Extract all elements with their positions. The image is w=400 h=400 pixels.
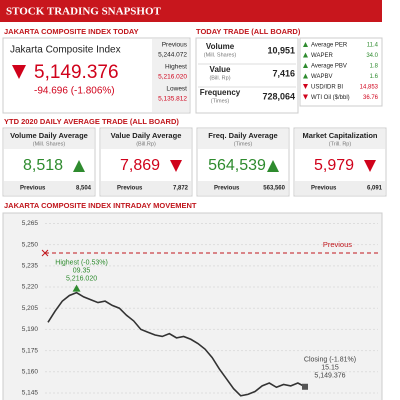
stat-value: 5,216.020: [158, 74, 187, 81]
card-previous: 8,504: [76, 186, 92, 192]
stats-panel: [152, 39, 189, 112]
trade-label: Frequency: [200, 88, 241, 97]
highest-time: 09.35: [73, 267, 91, 274]
card-footer: [198, 181, 288, 195]
card-title: Value Daily Average: [111, 131, 182, 140]
index-name: Jakarta Composite Index: [10, 45, 121, 56]
up-arrow: [303, 63, 308, 68]
card-value: 564,539: [208, 157, 266, 174]
trade-box: [195, 37, 299, 114]
up-arrow: [267, 160, 279, 172]
card-title-bg: [101, 129, 191, 149]
card-previous: 6,091: [367, 186, 383, 192]
trade-unit: (Bill. Rp): [209, 75, 230, 81]
indicator-label: WAPBV: [311, 74, 332, 80]
card-previous: 563,560: [263, 186, 285, 192]
closing-label: Closing (-1.81%): [304, 357, 356, 364]
card-previous-label: Previous: [20, 186, 46, 192]
y-tick-label: 5,160: [22, 368, 39, 375]
down-arrow: [303, 94, 308, 100]
index-line: [47, 291, 306, 397]
highest-value: 5,216.020: [66, 275, 97, 282]
indicator-label: Average PER: [311, 43, 348, 49]
y-tick-label: 5,220: [22, 284, 39, 291]
card-previous-label: Previous: [214, 186, 240, 192]
header-bar: [0, 0, 382, 22]
reference-marker: [41, 249, 49, 257]
card-unit: (Times): [234, 141, 253, 147]
card-unit: (Bill.Rp): [136, 141, 156, 147]
stat-label: Highest: [165, 64, 187, 71]
indicator-label: WTI Oil ($/bbl): [311, 95, 350, 101]
trade-unit: (Mill. Shares): [204, 52, 237, 58]
card-title: Freq. Daily Average: [208, 131, 277, 140]
reference-label: Previous: [323, 240, 352, 249]
closing-marker: [302, 383, 308, 390]
indicator-label: WAPER: [311, 53, 333, 59]
y-tick-label: 5,145: [22, 390, 39, 397]
stat-value: 5,244.072: [158, 52, 187, 59]
card-footer: [4, 181, 94, 195]
card-title-bg: [4, 129, 94, 149]
card-value: 8,518: [23, 157, 63, 174]
card-unit: (Trill. Rp): [329, 141, 352, 147]
indicator-label: USD/IDR BI: [311, 85, 343, 91]
section-heading: YTD 2020 DAILY AVERAGE TRADE (ALL BOARD): [4, 117, 179, 126]
highest-marker: [72, 284, 81, 292]
card-previous: 7,872: [173, 186, 189, 192]
down-arrow: [303, 84, 308, 89]
stat-label: Previous: [162, 42, 188, 49]
up-arrow: [73, 160, 85, 172]
card-unit: (Mill. Shares): [33, 141, 66, 147]
closing-value: 5,149.376: [314, 373, 345, 380]
indicator-value: 1.6: [370, 74, 379, 80]
stat-value: 5,135.812: [158, 96, 187, 103]
y-tick-label: 5,250: [22, 241, 39, 248]
card-footer: [295, 181, 385, 195]
index-change: -94.696 (-1.806%): [34, 86, 115, 97]
card-title-bg: [198, 129, 288, 149]
card-previous-label: Previous: [311, 186, 337, 192]
card-footer: [101, 181, 191, 195]
indicator-value: 34.0: [366, 53, 378, 59]
y-tick-label: 5,190: [22, 326, 39, 333]
highest-label: Highest (-0.53%): [55, 259, 108, 266]
trade-label: Volume: [206, 42, 235, 51]
trade-value: 10,951: [267, 45, 295, 55]
y-tick-label: 5,175: [22, 347, 39, 354]
up-arrow: [303, 73, 308, 79]
section-heading: JAKARTA COMPOSITE INDEX TODAY: [4, 27, 139, 36]
indicator-box: [299, 37, 383, 107]
indicator-value: 14,853: [360, 85, 379, 91]
card-title: Market Capitalization: [302, 131, 377, 140]
section-heading: TODAY TRADE (ALL BOARD): [196, 27, 301, 36]
index-value: 5,149.376: [34, 62, 119, 83]
indicator-value: 1.8: [370, 64, 379, 70]
trade-value: 7,416: [272, 68, 295, 78]
y-tick-label: 5,235: [22, 263, 39, 270]
card-value: 5,979: [314, 157, 354, 174]
up-arrow: [303, 42, 308, 47]
trade-unit: (Times): [211, 98, 230, 104]
trade-label: Value: [210, 65, 231, 74]
y-tick-label: 5,205: [22, 305, 39, 312]
down-arrow: [12, 65, 26, 79]
page-title: STOCK TRADING SNAPSHOT: [6, 6, 162, 18]
card-value: 7,869: [120, 157, 160, 174]
card-title-bg: [295, 129, 385, 149]
y-tick-label: 5,265: [22, 220, 39, 227]
section-heading: JAKARTA COMPOSITE INDEX INTRADAY MOVEMEN…: [4, 201, 197, 210]
down-arrow: [364, 160, 376, 172]
card-title: Volume Daily Average: [10, 131, 88, 140]
down-arrow: [170, 160, 182, 172]
indicator-label: Average PBV: [311, 64, 347, 70]
indicator-value: 36.76: [363, 95, 379, 101]
indicator-value: 11.4: [367, 43, 379, 49]
up-arrow: [303, 52, 308, 58]
trade-value: 728,064: [262, 91, 295, 101]
stat-label: Lowest: [166, 86, 187, 93]
closing-time: 15.15: [321, 365, 339, 372]
card-previous-label: Previous: [117, 186, 143, 192]
